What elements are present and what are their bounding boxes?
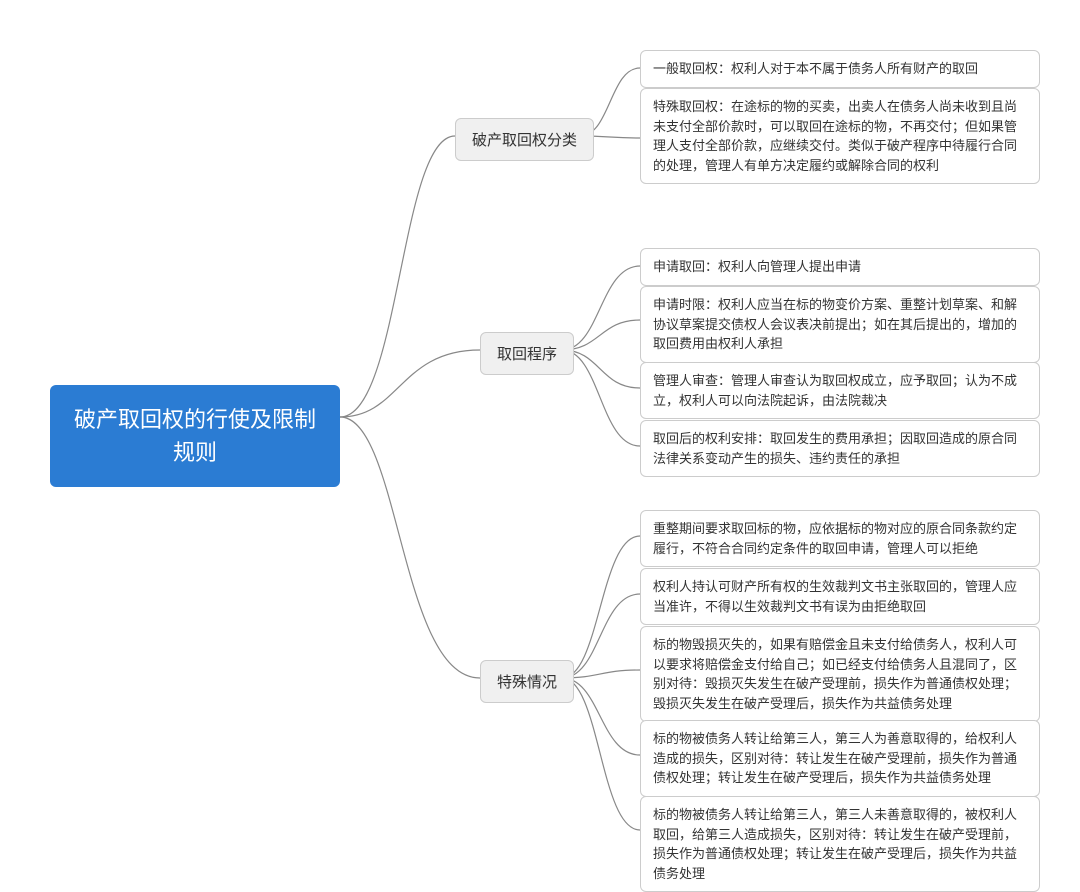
leaf-node: 重整期间要求取回标的物，应依据标的物对应的原合同条款约定履行，不符合合同约定条件… [640,510,1040,567]
branch-node-procedure: 取回程序 [480,332,574,375]
leaf-node: 管理人审查：管理人审查认为取回权成立，应予取回；认为不成立，权利人可以向法院起诉… [640,362,1040,419]
leaf-node: 标的物被债务人转让给第三人，第三人未善意取得的，被权利人取回，给第三人造成损失，… [640,796,1040,892]
leaf-node: 标的物毁损灭失的，如果有赔偿金且未支付给债务人，权利人可以要求将赔偿金支付给自己… [640,626,1040,722]
leaf-node: 标的物被债务人转让给第三人，第三人为善意取得的，给权利人造成的损失，区别对待：转… [640,720,1040,797]
branch-node-classification: 破产取回权分类 [455,118,594,161]
leaf-node: 申请时限：权利人应当在标的物变价方案、重整计划草案、和解协议草案提交债权人会议表… [640,286,1040,363]
leaf-node: 一般取回权：权利人对于本不属于债务人所有财产的取回 [640,50,1040,88]
leaf-node: 权利人持认可财产所有权的生效裁判文书主张取回的，管理人应当准许，不得以生效裁判文… [640,568,1040,625]
leaf-node: 取回后的权利安排：取回发生的费用承担；因取回造成的原合同法律关系变动产生的损失、… [640,420,1040,477]
leaf-node: 申请取回：权利人向管理人提出申请 [640,248,1040,286]
leaf-node: 特殊取回权：在途标的物的买卖，出卖人在债务人尚未收到且尚未支付全部价款时，可以取… [640,88,1040,184]
root-node: 破产取回权的行使及限制规则 [50,385,340,487]
branch-node-special: 特殊情况 [480,660,574,703]
